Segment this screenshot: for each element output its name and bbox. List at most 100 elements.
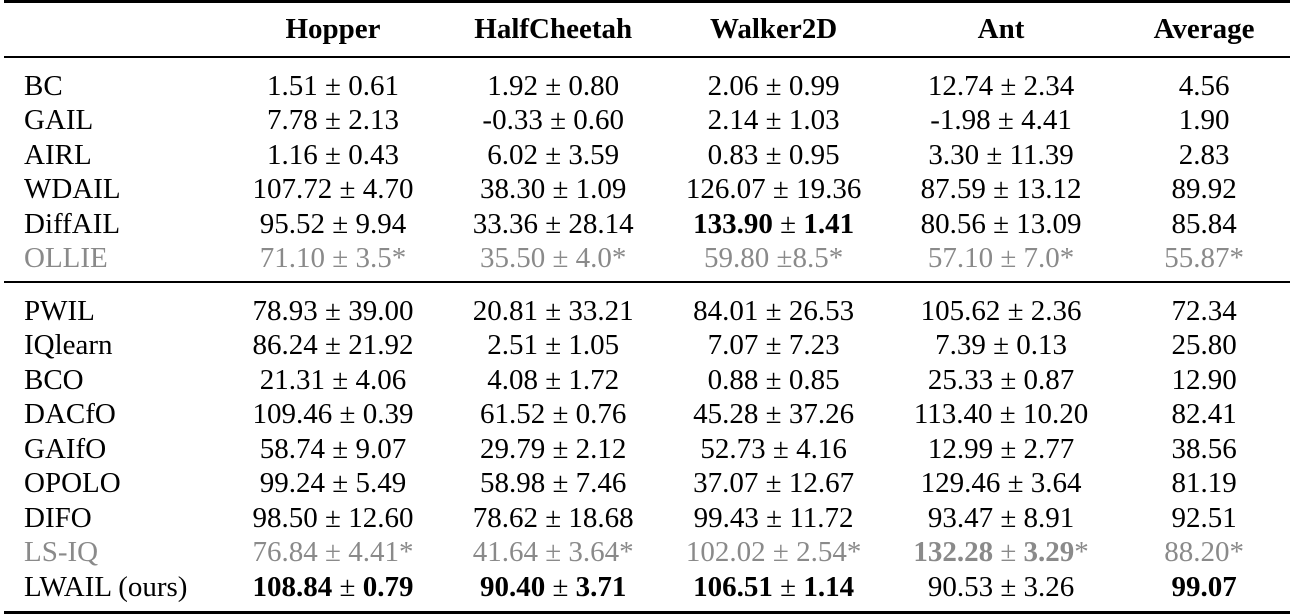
score-std: 8.5* (792, 242, 844, 274)
plus-minus-sign: ± (545, 536, 562, 568)
plus-minus-sign: ± (325, 104, 341, 136)
score-mean: 0.88 (707, 363, 759, 396)
score-mean: 12.74 (927, 69, 994, 102)
plus-minus-sign: ± (332, 207, 349, 240)
score-std: 3.59 (568, 138, 620, 171)
plus-minus-sign: ± (325, 501, 341, 534)
score-std: 19.36 (796, 173, 862, 205)
plus-minus-sign: ± (1000, 432, 1017, 465)
score-mean: 87.59 (920, 173, 986, 205)
table-row: GAIL 7.78 ± 2.13 -0.33 ± 0.60 2.14 ± 1.03 -1… (4, 103, 1290, 138)
plus-minus-sign: ± (999, 398, 1016, 430)
plus-minus-sign: ± (545, 294, 562, 327)
plus-minus-sign: ± (772, 432, 789, 465)
score-cell: 7.07 ± 7.23 (663, 328, 884, 363)
table-row: AIRL 1.16 ± 0.43 6.02 ± 3.59 0.83 ± 0.95 3.3… (4, 138, 1290, 173)
score-std: 8.91 (1023, 501, 1075, 534)
table-row: OPOLO 99.24 ± 5.49 58.98 ± 7.46 37.07 ± 12.… (4, 466, 1290, 501)
average-score: 72.34 (1171, 294, 1237, 327)
average-score: 55.87* (1118, 241, 1290, 283)
score-std: 0.43 (348, 138, 399, 171)
table-row: DACfO 109.46 ± 0.39 61.52 ± 0.76 45.28 ± 37… (4, 397, 1290, 432)
method-name: AIRL (24, 138, 92, 171)
score-cell: 93.47 ± 8.91 (884, 501, 1118, 536)
score-std: 4.06 (355, 363, 407, 396)
column-header-ant: Ant (883, 0, 1119, 58)
score-cell: 76.84 ± 4.41* (223, 535, 443, 570)
plus-minus-sign: ± (993, 329, 1009, 361)
score-std: 0.95 (788, 138, 840, 171)
score-cell: 57.10 ± 7.0* (883, 241, 1119, 283)
score-cell: 99.43 ± 11.72 (663, 501, 884, 536)
score-std: 4.70 (362, 173, 414, 205)
score-mean: 71.10 (259, 242, 326, 274)
score-mean: 98.50 (252, 501, 318, 534)
score-mean: 106.51 (693, 570, 773, 603)
score-mean: 109.46 (252, 398, 333, 430)
average-score: 4.56 (1178, 69, 1230, 102)
score-mean: 4.08 (487, 363, 538, 396)
score-cell: 52.73 ± 4.16 (663, 432, 884, 467)
score-mean: 12.99 (927, 432, 994, 465)
score-mean: 133.90 (693, 207, 773, 240)
score-std: 0.79 (362, 570, 414, 603)
score-mean: -0.33 (482, 104, 543, 136)
method-name: GAIL (24, 104, 94, 136)
plus-minus-sign: ± (552, 173, 569, 205)
score-std: 9.07 (355, 432, 407, 465)
score-mean: 126.07 (685, 173, 766, 205)
plus-minus-sign: ± (1000, 501, 1017, 534)
score-cell: 102.02 ± 2.54* (663, 535, 884, 570)
score-mean: 99.43 (693, 501, 759, 534)
score-cell: 80.56 ± 13.09 (884, 207, 1118, 242)
plus-minus-sign: ± (765, 467, 782, 499)
score-std: 3.71 (575, 570, 627, 603)
score-std: 0.13 (1016, 329, 1067, 361)
score-mean: 35.50 (479, 242, 546, 274)
score-cell: 7.78 ± 2.13 (223, 103, 443, 138)
method-name: OLLIE (4, 241, 223, 283)
average-score: 85.84 (1171, 207, 1237, 240)
score-std: 5.49 (355, 467, 407, 499)
score-mean: 78.62 (472, 501, 538, 534)
score-std: 37.26 (788, 398, 855, 430)
score-cell: -1.98 ± 4.41 (884, 103, 1118, 138)
method-name: LS-IQ (24, 536, 99, 568)
score-std: 0.60 (573, 104, 624, 136)
score-cell: 6.02 ± 3.59 (443, 138, 663, 173)
method-name: DIFO (24, 501, 92, 534)
score-cell: 107.72 ± 4.70 (223, 172, 443, 207)
plus-minus-sign: ± (325, 536, 341, 568)
method-name: PWIL (24, 294, 95, 327)
score-mean: 7.07 (707, 329, 759, 361)
table-row: OLLIE 71.10 ± 3.5* 35.50 ± 4.0* 59.80 ±8.5*… (4, 241, 1290, 283)
plus-minus-sign: ± (780, 207, 797, 240)
score-mean: 37.07 (693, 467, 759, 499)
score-cell: 99.24 ± 5.49 (223, 466, 443, 501)
score-cell: 90.53 ± 3.26 (883, 569, 1119, 614)
score-cell: 98.50 ± 12.60 (223, 501, 443, 536)
score-mean: 61.52 (479, 398, 546, 430)
score-std: 2.12 (575, 432, 627, 465)
table-row: PWIL 78.93 ± 39.00 20.81 ± 33.21 84.01 ± 26… (4, 282, 1290, 329)
plus-minus-sign: ± (325, 294, 341, 327)
score-std: 0.85 (788, 363, 840, 396)
plus-minus-sign: ± (766, 501, 783, 534)
plus-minus-sign: ± (339, 398, 356, 430)
plus-minus-sign: ± (993, 173, 1009, 205)
plus-minus-sign: ± (1007, 467, 1024, 499)
score-mean: 78.93 (252, 294, 318, 327)
score-cell: 95.52 ± 9.94 (223, 207, 443, 242)
plus-minus-sign: ± (545, 329, 562, 361)
score-std: 1.14 (803, 570, 855, 603)
plus-minus-sign: ± (1000, 536, 1017, 568)
score-mean: 1.16 (267, 138, 318, 171)
score-mean: 90.53 (927, 570, 994, 603)
average-score: 25.80 (1171, 329, 1237, 361)
score-std: 1.72 (568, 363, 620, 396)
score-cell: -0.33 ± 0.60 (443, 103, 663, 138)
score-std: 3.29 (1023, 536, 1075, 568)
score-mean: 7.39 (935, 329, 986, 361)
score-mean: 33.36 (472, 207, 538, 240)
plus-minus-sign: ± (997, 104, 1014, 136)
